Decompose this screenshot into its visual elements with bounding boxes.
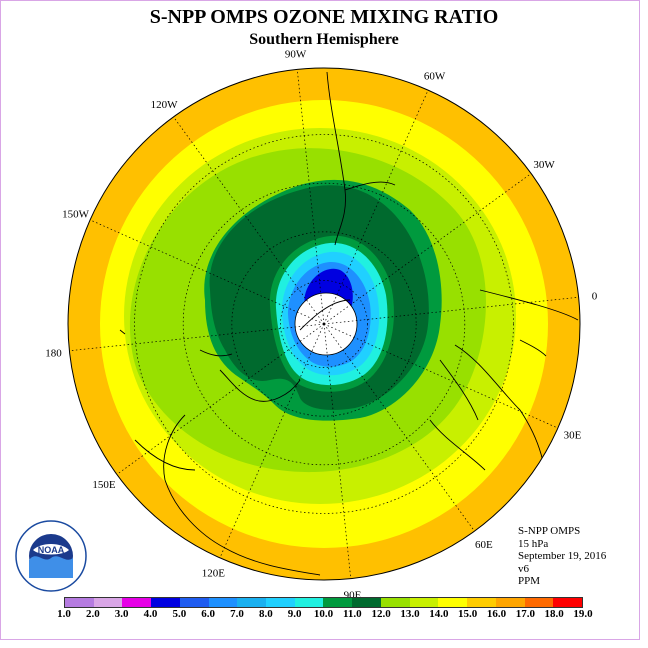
colorbar-tick-label: 16.0: [486, 608, 507, 620]
colorbar-tick-label: 15.0: [458, 608, 478, 620]
field-polar-night: [294, 292, 358, 356]
colorbar-tick-label: 2.0: [85, 608, 100, 620]
lon-60e-label: 60E: [475, 539, 493, 551]
meridian-line: [296, 69, 325, 325]
colorbar-tick-label: 8.0: [258, 608, 273, 620]
colorbar-swatch: [65, 598, 94, 607]
lon-90w-label: 90W: [285, 48, 307, 60]
meridian-line: [69, 323, 325, 352]
colorbar-swatch: [524, 598, 554, 607]
colorbar-swatch: [93, 598, 123, 607]
graticule: [69, 69, 579, 579]
colorbar-swatch: [495, 598, 525, 607]
colorbar-swatch: [237, 598, 267, 607]
lon-150e-label: 150E: [92, 479, 116, 491]
meridian-line: [323, 89, 429, 325]
lon-150w-label: 150W: [62, 208, 90, 220]
colorbar-tick-label: 19.0: [573, 608, 593, 620]
info-block: S-NPP OMPS 15 hPa September 19, 2016 v6 …: [518, 525, 606, 588]
meridian-line: [323, 323, 475, 532]
colorbar-tick-label: 11.0: [343, 608, 362, 620]
colorbar-swatch: [266, 598, 295, 607]
colorbar-tick-label: 12.0: [371, 608, 391, 620]
latitude-circle: [134, 134, 514, 514]
info-units: PPM: [518, 575, 541, 587]
meridian-line: [89, 219, 325, 325]
colorbar-tick-label: 14.0: [429, 608, 449, 620]
page-subtitle: Southern Hemisphere: [249, 31, 399, 48]
meridian-line: [323, 173, 532, 325]
colorbar-tick-label: 4.0: [143, 608, 158, 620]
colorbar-swatch: [553, 598, 582, 607]
noaa-logo: NOAA: [15, 520, 87, 592]
colorbar-swatch: [208, 598, 238, 607]
noaa-logo-text: NOAA: [38, 545, 65, 555]
colorbar-swatch: [352, 598, 381, 607]
lon-30e-label: 30E: [564, 430, 582, 442]
colorbar: [64, 597, 583, 608]
lon-60w-label: 60W: [424, 71, 446, 83]
colorbar-swatch: [179, 598, 209, 607]
latitude-circle: [280, 280, 368, 368]
info-level: 15 hPa: [518, 537, 549, 550]
colorbar-tick-label: 17.0: [515, 608, 535, 620]
colorbar-tick-label: 6.0: [201, 608, 216, 620]
lon-0-label: 0: [592, 291, 598, 303]
info-version: v6: [518, 562, 529, 575]
coastlines: [119, 71, 579, 576]
colorbar-swatch: [323, 598, 353, 607]
colorbar-swatch: [438, 598, 468, 607]
colorbar-tick-label: 1.0: [57, 608, 71, 620]
colorbar-swatch: [380, 598, 410, 607]
lon-120e-label: 120E: [202, 567, 226, 579]
lon-120w-label: 120W: [151, 99, 179, 111]
meridian-line: [323, 323, 559, 429]
latitude-circle: [182, 182, 466, 466]
lon-30w-label: 30W: [533, 159, 555, 171]
lon-180-label: 180: [45, 347, 62, 359]
meridian-line: [116, 323, 325, 475]
info-date: September 19, 2016: [518, 550, 607, 562]
colorbar-tick-label: 7.0: [230, 608, 244, 620]
meridian-line: [323, 296, 579, 325]
meridian-line: [219, 323, 325, 559]
colorbar-swatch: [122, 598, 152, 607]
colorbar-swatch: [151, 598, 180, 607]
page-title: S-NPP OMPS OZONE MIXING RATIO: [149, 6, 499, 28]
colorbar-tick-label: 9.0: [287, 608, 302, 620]
meridian-line: [173, 116, 325, 325]
meridian-line: [323, 323, 352, 579]
colorbar-tick-label: 10.0: [313, 608, 334, 620]
colorbar-swatch: [409, 598, 439, 607]
colorbar-tick-label: 18.0: [544, 608, 564, 620]
colorbar-tick-label: 3.0: [114, 608, 129, 620]
colorbar-tick-label: 5.0: [172, 608, 187, 620]
colorbar-tick-label: 13.0: [400, 608, 420, 620]
info-instrument: S-NPP OMPS: [518, 525, 581, 537]
latitude-circle: [231, 231, 417, 417]
colorbar-swatch: [294, 598, 324, 607]
colorbar-ticks: 1.0 2.0 3.0 4.0 5.0 6.0 7.0 8.0 9.0 10.0 11.0 12.0 1…: [57, 608, 593, 624]
colorbar-swatch: [467, 598, 496, 607]
